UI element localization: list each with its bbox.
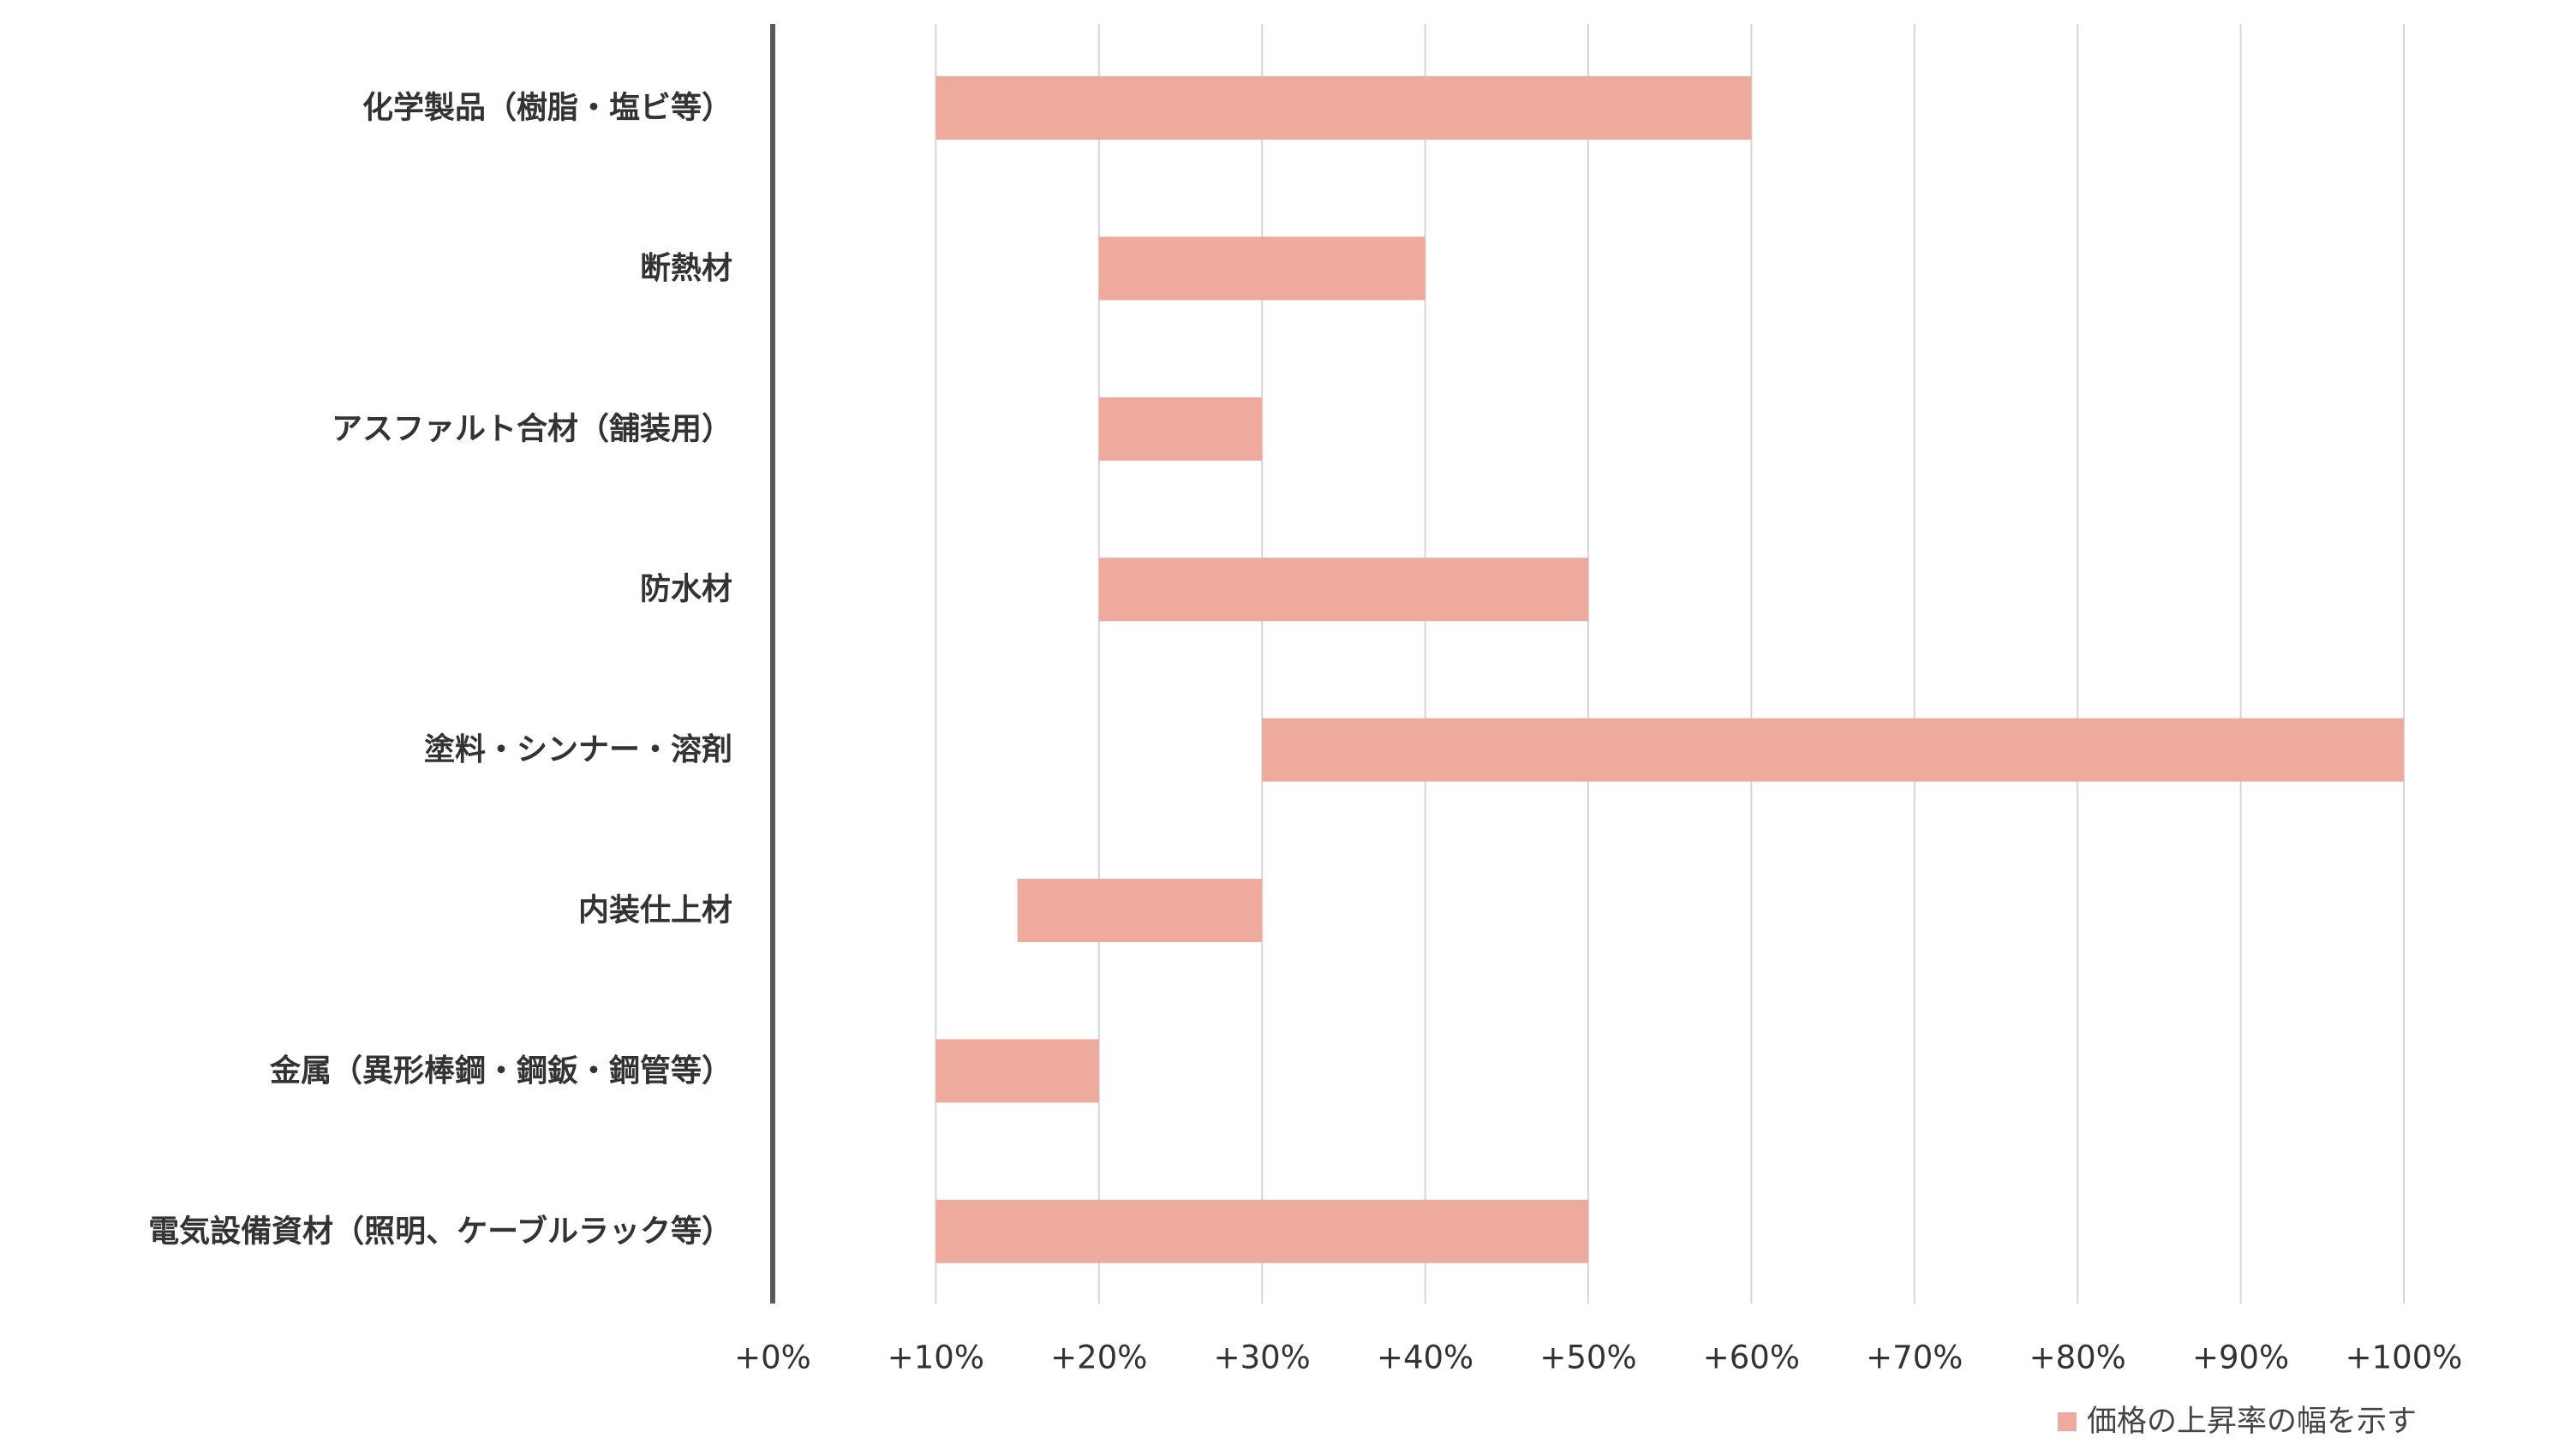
bar-0 [935,76,1752,140]
x-tick-label-8: +80% [2029,1340,2126,1376]
category-label-2: アスファルト合材（舗装用） [332,411,732,446]
bar-2 [1098,397,1263,461]
category-label-3: 防水材 [640,572,732,607]
bar-1 [1098,236,1425,301]
x-tick-label-0: +0% [734,1340,811,1376]
category-label-1: 断熱材 [640,251,732,286]
bar-5 [1017,879,1263,942]
x-tick-label-1: +10% [888,1340,984,1376]
x-tick-label-6: +60% [1703,1340,1800,1376]
x-tick-label-7: +70% [1866,1340,1963,1376]
x-tick-label-3: +30% [1214,1340,1311,1376]
x-tick-labels: +0% +10% +20% +30% +40% +50% +60% +70% +80% +90% +… [734,1340,2462,1376]
bar-3 [1098,558,1588,622]
x-tick-label-9: +90% [2192,1340,2289,1376]
x-tick-label-10: +100% [2346,1340,2463,1376]
legend-swatch [2058,1412,2077,1431]
category-label-6: 金属（異形棒鋼・鋼鈑・鋼管等） [269,1053,732,1089]
x-tick-label-5: +50% [1539,1340,1636,1376]
bar-7 [935,1199,1588,1263]
category-label-0: 化学製品（樹脂・塩ビ等） [362,90,732,126]
legend: 価格の上昇率の幅を示す [2058,1405,2417,1439]
x-tick-label-2: +20% [1050,1340,1147,1376]
x-tick-label-4: +40% [1377,1340,1473,1376]
legend-label: 価格の上昇率の幅を示す [2087,1405,2417,1439]
category-label-4: 塗料・シンナー・溶剤 [424,731,732,767]
category-label-5: 内装仕上材 [578,893,732,928]
bars [935,76,2404,1263]
category-label-7: 電気設備資材（照明、ケーブルラック等） [148,1213,732,1249]
gridlines [935,24,2405,1304]
bar-6 [935,1039,1099,1103]
bar-4 [1262,718,2404,782]
